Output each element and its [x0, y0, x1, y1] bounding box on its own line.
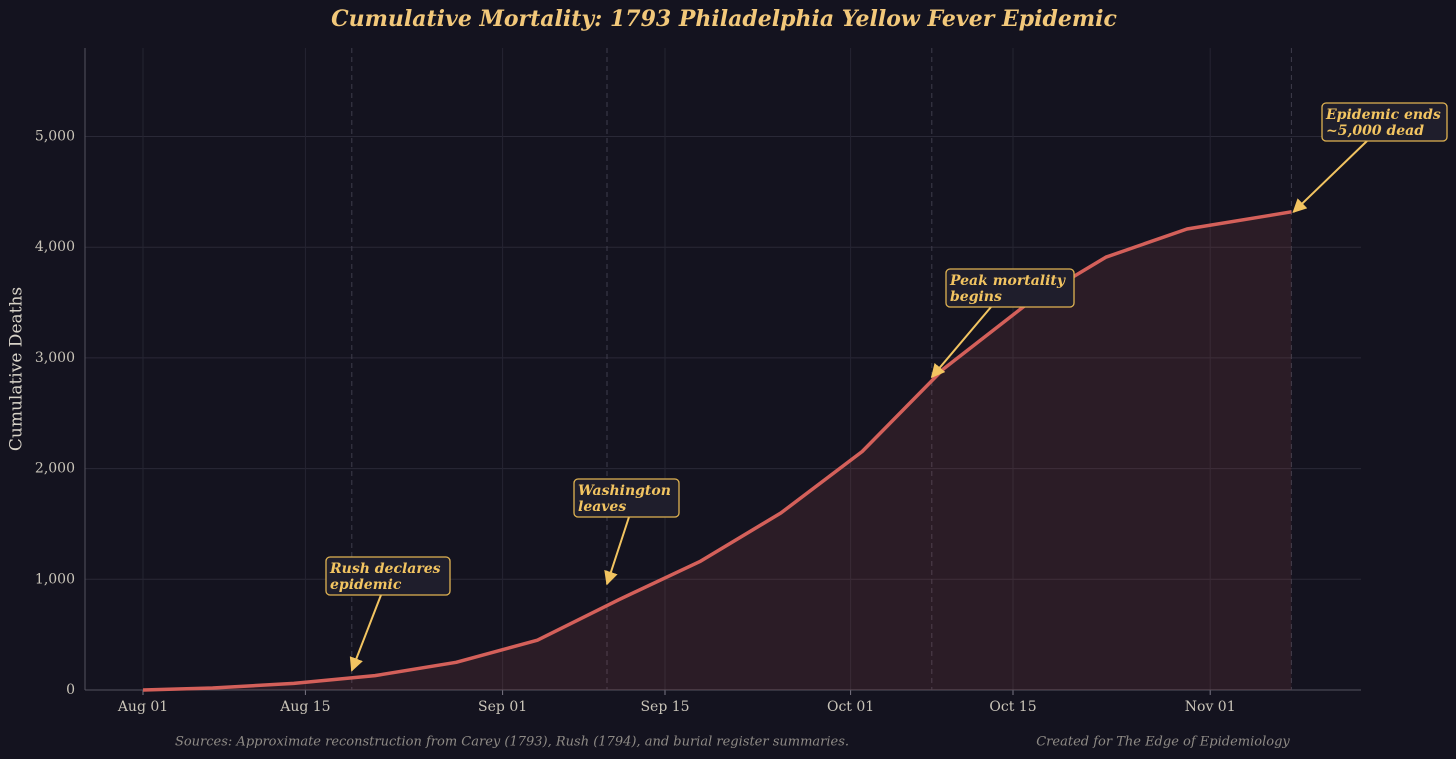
- annotation-text: Epidemic ends: [1325, 107, 1441, 123]
- annotation-box: [945, 268, 1075, 308]
- area-fill: [143, 211, 1292, 691]
- annotation-text: Peak mortality: [949, 273, 1066, 289]
- annotation-arrow: [349, 594, 382, 672]
- y-tick-label: 0: [66, 682, 75, 698]
- x-tick-label: Oct 01: [827, 699, 874, 715]
- annotation-box: [573, 478, 680, 518]
- annotation-text: Rush declares: [329, 561, 441, 577]
- x-tick-label: Nov 01: [1185, 699, 1236, 715]
- annotation-arrow: [604, 516, 630, 586]
- annotation-box: [325, 556, 451, 596]
- y-axis-label: Cumulative Deaths: [7, 287, 27, 451]
- annotation-text: epidemic: [330, 577, 402, 593]
- y-tick-label: 4,000: [35, 239, 75, 255]
- source-note: Sources: Approximate reconstruction from…: [175, 735, 849, 750]
- x-tick-label: Aug 15: [279, 699, 330, 715]
- line: [142, 210, 1292, 692]
- annotation-text: Washington: [578, 483, 671, 499]
- y-tick-label: 5,000: [35, 129, 75, 145]
- y-tick-label: 2,000: [35, 461, 75, 477]
- annotation-box: [1321, 102, 1448, 142]
- x-tick-label: Aug 01: [117, 699, 168, 715]
- x-tick-label: Sep 15: [640, 699, 689, 715]
- annotation-text: begins: [950, 289, 1002, 305]
- x-tick-label: Sep 01: [478, 699, 527, 715]
- annotation-text: leaves: [578, 499, 626, 515]
- annotation-arrow: [930, 306, 992, 379]
- y-tick-label: 3,000: [35, 350, 75, 366]
- chart-title: Cumulative Mortality: 1793 Philadelphia …: [331, 6, 1117, 32]
- credit-note: Created for The Edge of Epidemiology: [1036, 735, 1290, 750]
- y-tick-label: 1,000: [35, 571, 75, 587]
- annotation-text: ~5,000 dead: [1326, 123, 1424, 139]
- x-tick-label: Oct 15: [989, 699, 1036, 715]
- annotation-arrow: [1292, 140, 1368, 214]
